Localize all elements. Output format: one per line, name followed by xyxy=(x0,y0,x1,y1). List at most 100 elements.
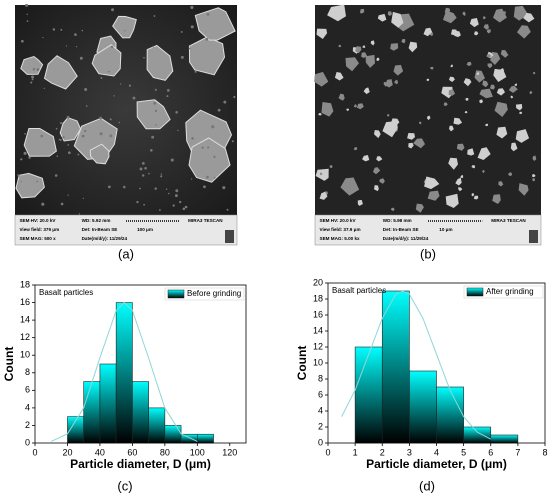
particle xyxy=(374,130,381,139)
debris xyxy=(31,75,35,79)
particle xyxy=(374,185,379,192)
sem-info: SEM MAG: 500 x xyxy=(19,236,56,241)
debris xyxy=(226,208,229,211)
particle xyxy=(327,4,346,22)
particle xyxy=(523,12,535,23)
bar xyxy=(164,425,182,444)
particle xyxy=(441,86,453,99)
particle xyxy=(482,169,485,174)
y-tick-label: 16 xyxy=(313,309,323,319)
debris xyxy=(20,180,22,183)
debris xyxy=(136,200,139,204)
sem-info-bar xyxy=(14,214,238,246)
particle xyxy=(329,165,333,168)
debris xyxy=(56,155,58,157)
particle xyxy=(319,172,323,176)
particle xyxy=(532,155,537,161)
debris xyxy=(205,175,209,179)
particle xyxy=(510,95,514,99)
debris xyxy=(152,45,154,48)
y-tick-label: 6 xyxy=(318,389,323,399)
debris xyxy=(17,174,20,177)
debris xyxy=(222,186,226,190)
debris xyxy=(20,158,23,161)
y-tick-label: 8 xyxy=(318,373,323,383)
debris xyxy=(74,33,77,36)
bar xyxy=(132,381,149,444)
debris xyxy=(141,174,145,177)
particle xyxy=(379,178,385,184)
fit-curve xyxy=(50,301,198,442)
particle xyxy=(445,193,459,208)
particle xyxy=(483,16,486,20)
sem-info: 100 μm xyxy=(137,227,153,232)
particle xyxy=(458,187,463,192)
debris xyxy=(154,109,158,112)
particle xyxy=(465,97,469,101)
x-tick-label: 1 xyxy=(353,447,358,457)
particle xyxy=(515,104,523,111)
particle xyxy=(453,117,463,125)
x-tick-label: 100 xyxy=(190,447,205,457)
debris xyxy=(170,158,174,162)
particle xyxy=(346,108,349,111)
particle xyxy=(423,27,433,37)
debris xyxy=(144,166,147,170)
sem-info: Det: In-Beam SE xyxy=(82,227,118,232)
x-axis-label: Particle diameter, D (μm) xyxy=(366,457,507,471)
particle xyxy=(517,25,531,39)
x-tick-label: 80 xyxy=(160,447,170,457)
y-tick-label: 0 xyxy=(318,437,323,447)
particle xyxy=(479,99,483,104)
particle xyxy=(407,133,415,140)
particle xyxy=(387,114,390,117)
debris xyxy=(139,167,143,171)
particle xyxy=(356,103,364,110)
particle xyxy=(408,41,418,53)
debris xyxy=(231,140,234,143)
particle xyxy=(443,10,457,24)
debris xyxy=(40,134,44,138)
sem-info: SEM HV: 20.0 kV xyxy=(320,218,357,223)
debris xyxy=(113,95,115,97)
debris xyxy=(119,83,122,85)
y-tick-label: 10 xyxy=(313,357,323,367)
particle xyxy=(467,148,475,156)
y-tick-label: 8 xyxy=(25,367,30,377)
sem-info: 10 μm xyxy=(439,227,452,232)
debris xyxy=(109,134,113,138)
debris xyxy=(207,146,210,149)
debris xyxy=(36,68,40,72)
debris xyxy=(32,68,36,71)
debris xyxy=(174,194,178,198)
particle xyxy=(424,176,440,190)
y-tick-label: 10 xyxy=(20,350,30,360)
particle xyxy=(89,143,110,165)
particle xyxy=(450,64,453,68)
particle xyxy=(401,39,406,44)
particle xyxy=(359,8,365,14)
caption: (b) xyxy=(420,246,436,261)
bar xyxy=(115,302,133,444)
particle xyxy=(23,128,57,157)
sem-info: View field: 379 μm xyxy=(19,227,59,232)
particle xyxy=(529,91,533,95)
particle xyxy=(353,104,357,108)
debris xyxy=(77,153,80,156)
particle xyxy=(455,177,462,186)
particle xyxy=(390,43,399,51)
debris xyxy=(111,8,115,12)
caption: (c) xyxy=(117,478,132,493)
particle xyxy=(448,157,458,170)
particle xyxy=(430,66,434,70)
x-tick-label: 0 xyxy=(32,447,37,457)
particle xyxy=(194,7,236,41)
particle xyxy=(483,24,489,30)
debris xyxy=(23,151,27,155)
particle xyxy=(482,80,489,88)
particle xyxy=(377,13,387,22)
debris xyxy=(190,25,194,29)
particle xyxy=(489,84,495,90)
particle xyxy=(462,11,466,16)
particle xyxy=(503,11,506,15)
